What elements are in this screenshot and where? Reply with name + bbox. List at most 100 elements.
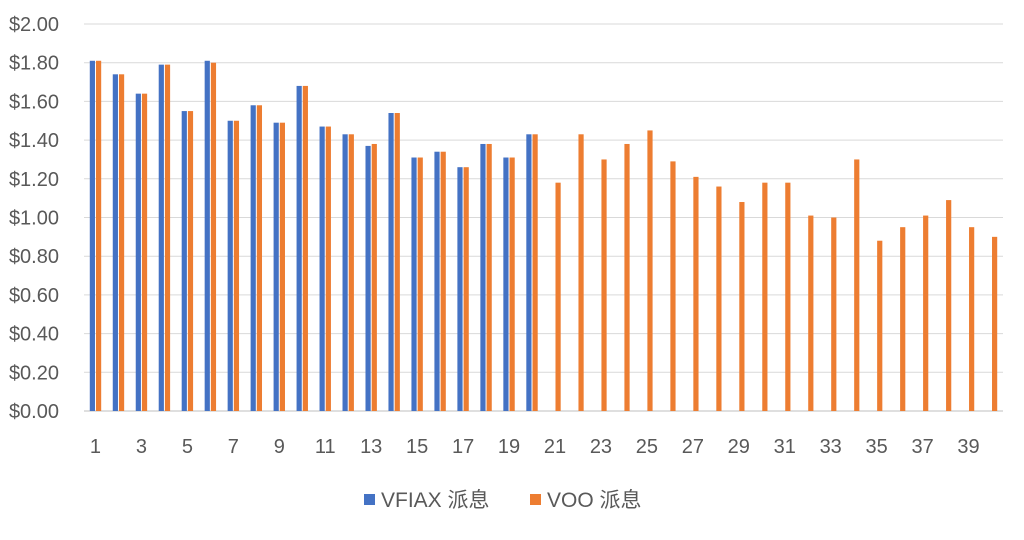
bar-voo-12	[348, 134, 354, 412]
x-tick-label: 17	[452, 436, 474, 458]
bar-vfiax-19	[503, 157, 509, 411]
bar-vfiax-17	[457, 167, 463, 411]
y-tick-label: $1.60	[9, 91, 59, 113]
bar-voo-32	[808, 215, 814, 411]
x-tick-label: 5	[182, 436, 193, 458]
x-tick-label: 9	[274, 436, 285, 458]
bar-voo-38	[946, 200, 952, 411]
bar-vfiax-13	[365, 145, 371, 411]
x-axis-ticks: 1 3 5 7 9 11 13 15 17 19 21 23 25 27 29 31 33 35 37 39	[90, 436, 980, 458]
x-tick-label: 15	[406, 436, 428, 458]
legend-swatch	[364, 494, 375, 505]
bar-voo-10	[302, 85, 308, 412]
x-tick-label: 29	[728, 436, 750, 458]
x-tick-label: 7	[228, 436, 239, 458]
bar-voo-14	[394, 113, 400, 411]
bar-vfiax-7	[227, 120, 233, 411]
legend: VFIAX 派息 VOO 派息	[364, 489, 642, 512]
bar-vfiax-6	[204, 60, 210, 411]
bar-voo-30	[762, 182, 768, 411]
bar-voo-8	[256, 105, 263, 412]
y-tick-label: $0.00	[9, 401, 59, 423]
x-tick-label: 25	[636, 436, 658, 458]
x-tick-label: 27	[682, 436, 704, 458]
bar-vfiax-11	[319, 126, 325, 412]
bar-vfiax-10	[296, 85, 302, 412]
x-tick-label: 37	[911, 436, 933, 458]
bar-voo-31	[785, 182, 791, 411]
bar-voo-40	[992, 236, 998, 411]
y-tick-label: $1.00	[9, 208, 59, 230]
bar-voo-36	[900, 227, 906, 411]
x-tick-label: 11	[315, 436, 336, 458]
bar-vfiax-8	[250, 105, 256, 412]
bar-voo-28	[716, 186, 722, 411]
bar-voo-39	[969, 227, 975, 411]
bar-voo-25	[647, 130, 653, 412]
bar-voo-27	[693, 176, 699, 411]
x-tick-label: 31	[774, 436, 796, 458]
bar-voo-4	[164, 64, 171, 411]
bar-vfiax-3	[135, 93, 141, 411]
y-tick-label: $2.00	[9, 14, 59, 36]
bar-vfiax-15	[411, 157, 417, 411]
bar-voo-18	[486, 143, 492, 411]
bar-voo-11	[325, 126, 331, 412]
bar-voo-20	[532, 134, 538, 412]
bar-voo-26	[670, 161, 676, 411]
bar-voo-29	[739, 202, 745, 411]
legend-label: VOO 派息	[547, 489, 642, 512]
legend-item: VOO 派息	[530, 489, 642, 512]
bar-vfiax-12	[342, 134, 348, 412]
legend-swatch	[530, 494, 541, 505]
bar-voo-33	[831, 217, 837, 411]
y-tick-label: $0.60	[9, 285, 59, 307]
x-tick-label: 3	[136, 436, 147, 458]
bar-vfiax-18	[480, 143, 486, 411]
bar-vfiax-9	[273, 122, 279, 411]
y-tick-label: $1.40	[9, 130, 59, 152]
gridlines	[84, 23, 1003, 412]
y-tick-label: $0.20	[9, 362, 59, 384]
bars	[89, 60, 998, 412]
bar-voo-16	[440, 151, 446, 411]
x-tick-label: 13	[360, 436, 382, 458]
bar-voo-15	[417, 157, 423, 411]
y-tick-label: $0.80	[9, 246, 59, 268]
y-tick-label: $0.40	[9, 324, 59, 346]
x-tick-label: 19	[498, 436, 520, 458]
bar-vfiax-5	[181, 111, 187, 411]
bar-voo-1	[95, 60, 102, 411]
bar-voo-3	[141, 93, 148, 411]
x-tick-label: 33	[820, 436, 842, 458]
bar-voo-23	[601, 159, 607, 411]
y-tick-label: $1.80	[9, 53, 59, 75]
x-tick-label: 21	[544, 436, 566, 458]
bar-vfiax-16	[434, 151, 440, 411]
x-tick-label: 39	[957, 436, 979, 458]
bar-voo-37	[923, 215, 929, 411]
bar-voo-17	[463, 167, 469, 411]
bar-voo-35	[877, 240, 883, 411]
bar-voo-22	[578, 134, 584, 412]
x-tick-label: 1	[90, 436, 101, 458]
bar-voo-7	[233, 120, 240, 411]
bar-vfiax-14	[388, 113, 394, 411]
bar-vfiax-20	[526, 134, 532, 412]
bar-voo-9	[279, 122, 285, 411]
bar-vfiax-4	[158, 64, 164, 411]
bar-voo-24	[624, 143, 630, 411]
x-tick-label: 23	[590, 436, 612, 458]
bar-voo-2	[118, 74, 125, 411]
bar-voo-6	[210, 62, 217, 411]
legend-item: VFIAX 派息	[364, 489, 490, 512]
bar-vfiax-1	[89, 60, 95, 411]
bar-vfiax-2	[112, 74, 118, 411]
x-tick-label: 35	[866, 436, 888, 458]
y-axis-ticks: $0.00 $0.20 $0.40 $0.60 $0.80 $1.00 $1.20 $1.40…	[9, 14, 59, 423]
bar-voo-34	[854, 159, 860, 411]
bar-voo-5	[187, 111, 194, 411]
bar-voo-13	[371, 143, 377, 411]
